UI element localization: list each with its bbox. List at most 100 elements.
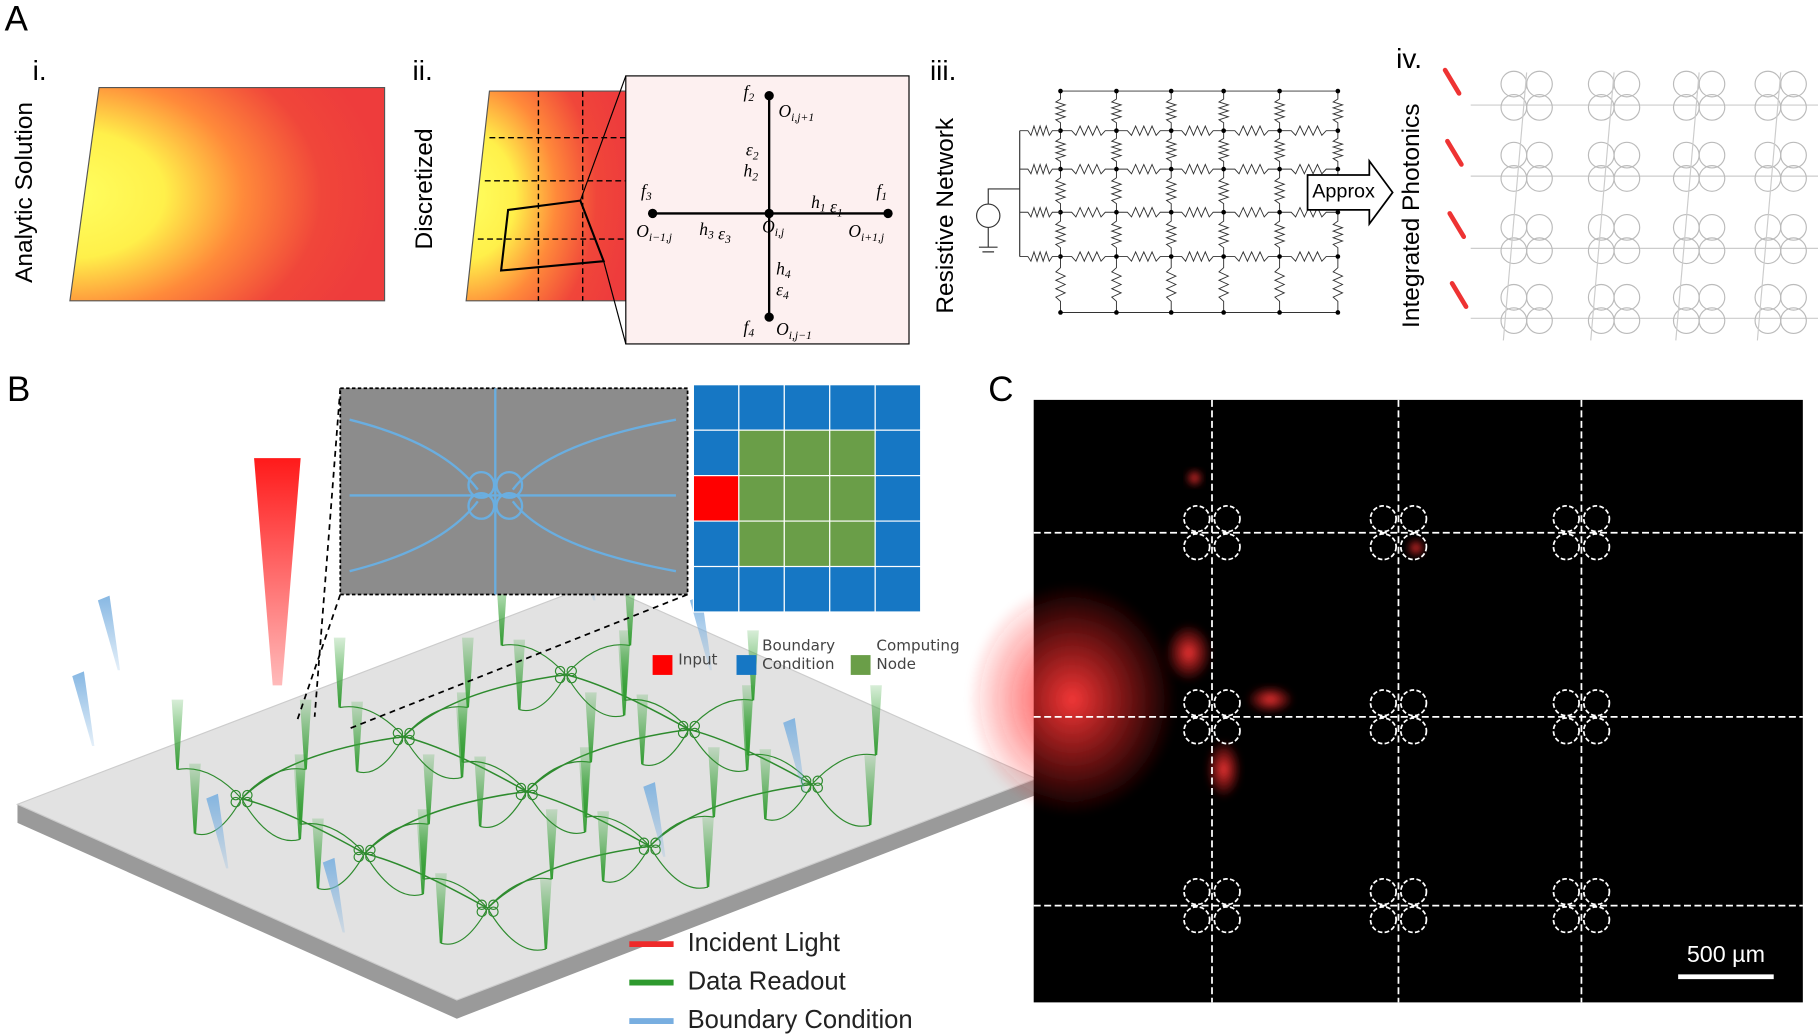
boundary-beam xyxy=(97,595,121,671)
ring-outline xyxy=(1552,689,1580,717)
ring xyxy=(812,782,824,794)
ring xyxy=(515,782,527,794)
waveguide xyxy=(1756,72,1782,341)
ring-outline xyxy=(1369,505,1398,533)
resistor xyxy=(1165,256,1178,313)
ring xyxy=(1698,141,1726,169)
label-main: f xyxy=(744,317,751,337)
ring-outline xyxy=(1399,533,1428,561)
ring xyxy=(1754,141,1782,169)
ring xyxy=(404,734,415,746)
resistor xyxy=(1054,130,1067,170)
resistor xyxy=(1171,124,1224,137)
grid-cell xyxy=(783,384,831,431)
ring xyxy=(392,734,404,746)
ring xyxy=(1780,283,1807,311)
waveguide xyxy=(487,877,552,909)
grid-cell xyxy=(692,429,740,477)
readout-beam xyxy=(742,685,754,756)
sem-ring xyxy=(495,491,524,520)
label-sub: 2 xyxy=(753,149,759,162)
net-node xyxy=(1221,128,1226,134)
laser xyxy=(1442,67,1462,96)
readout-beam xyxy=(474,756,486,827)
ring-outline xyxy=(1399,717,1428,745)
legend-swatch xyxy=(652,655,673,675)
label-sub: 4 xyxy=(783,289,789,302)
ring xyxy=(1698,283,1726,311)
resistor xyxy=(1217,256,1230,313)
grid-cell xyxy=(783,520,831,568)
net-node xyxy=(1221,88,1226,94)
waveguide xyxy=(747,753,813,785)
zoom-lines xyxy=(296,388,688,730)
grid-cell xyxy=(874,520,922,568)
grid-cell xyxy=(874,475,922,522)
ring xyxy=(1754,237,1782,265)
glow xyxy=(1165,623,1212,682)
ring xyxy=(566,665,577,677)
readout-beam xyxy=(579,747,592,818)
resistor xyxy=(1223,163,1280,175)
panel-label: A xyxy=(5,0,29,38)
waveguide xyxy=(501,644,567,676)
net-node xyxy=(1114,88,1119,94)
stencil-label: f3 xyxy=(641,180,652,202)
readout-beam xyxy=(597,811,609,882)
boundary-beam xyxy=(322,857,345,933)
resistor xyxy=(1279,124,1338,137)
waveguide xyxy=(1590,72,1615,341)
resistor xyxy=(1217,212,1230,257)
ring xyxy=(638,844,650,856)
glow xyxy=(1185,468,1204,488)
ring xyxy=(1754,165,1782,192)
waveguide xyxy=(649,845,709,889)
ring-outline xyxy=(1399,505,1428,533)
ring xyxy=(1780,214,1807,241)
label-sub: 4 xyxy=(748,326,754,339)
ring xyxy=(689,727,700,739)
resistor xyxy=(1060,206,1117,219)
glow xyxy=(1406,538,1426,558)
readout-beam xyxy=(189,763,201,834)
ring xyxy=(1780,70,1807,98)
grid-cell xyxy=(829,565,876,613)
resistor xyxy=(1165,91,1178,131)
net-node xyxy=(1058,310,1063,315)
ring xyxy=(1672,237,1700,265)
label-main: O xyxy=(778,101,791,121)
ring xyxy=(1698,214,1726,241)
boundary-beam xyxy=(643,782,666,857)
ring xyxy=(1613,307,1641,335)
ring xyxy=(404,727,415,739)
resistor xyxy=(1273,256,1286,313)
ground xyxy=(978,188,1020,253)
readout-beam xyxy=(513,639,526,710)
ring xyxy=(488,899,499,911)
resistor xyxy=(1116,206,1172,219)
grid-cell xyxy=(692,475,740,522)
ring xyxy=(1613,141,1641,169)
waveguide xyxy=(624,698,690,730)
boundary-beam xyxy=(72,671,95,746)
label-main: ε xyxy=(746,140,753,160)
ring xyxy=(1500,141,1528,169)
label-sub: i,j−1 xyxy=(789,328,812,341)
net-node xyxy=(1277,310,1282,315)
net-node xyxy=(1114,209,1119,215)
grid-cell xyxy=(829,475,876,522)
readout-beam xyxy=(462,637,474,708)
ring xyxy=(242,789,253,801)
resistor xyxy=(1273,130,1286,170)
ring-outline xyxy=(1552,717,1580,745)
step-title: Integrated Photonics xyxy=(1398,104,1425,328)
legend-text-box: Input xyxy=(678,652,717,669)
stencil-node xyxy=(764,312,774,322)
ring-outline xyxy=(1399,877,1428,906)
net-node xyxy=(1221,254,1226,259)
stencil-label: h1 ε1 xyxy=(811,192,843,219)
zoom-line xyxy=(603,261,627,345)
resistor xyxy=(1164,130,1178,170)
ring xyxy=(527,782,538,794)
stencil-label: h3 ε3 xyxy=(699,219,731,246)
